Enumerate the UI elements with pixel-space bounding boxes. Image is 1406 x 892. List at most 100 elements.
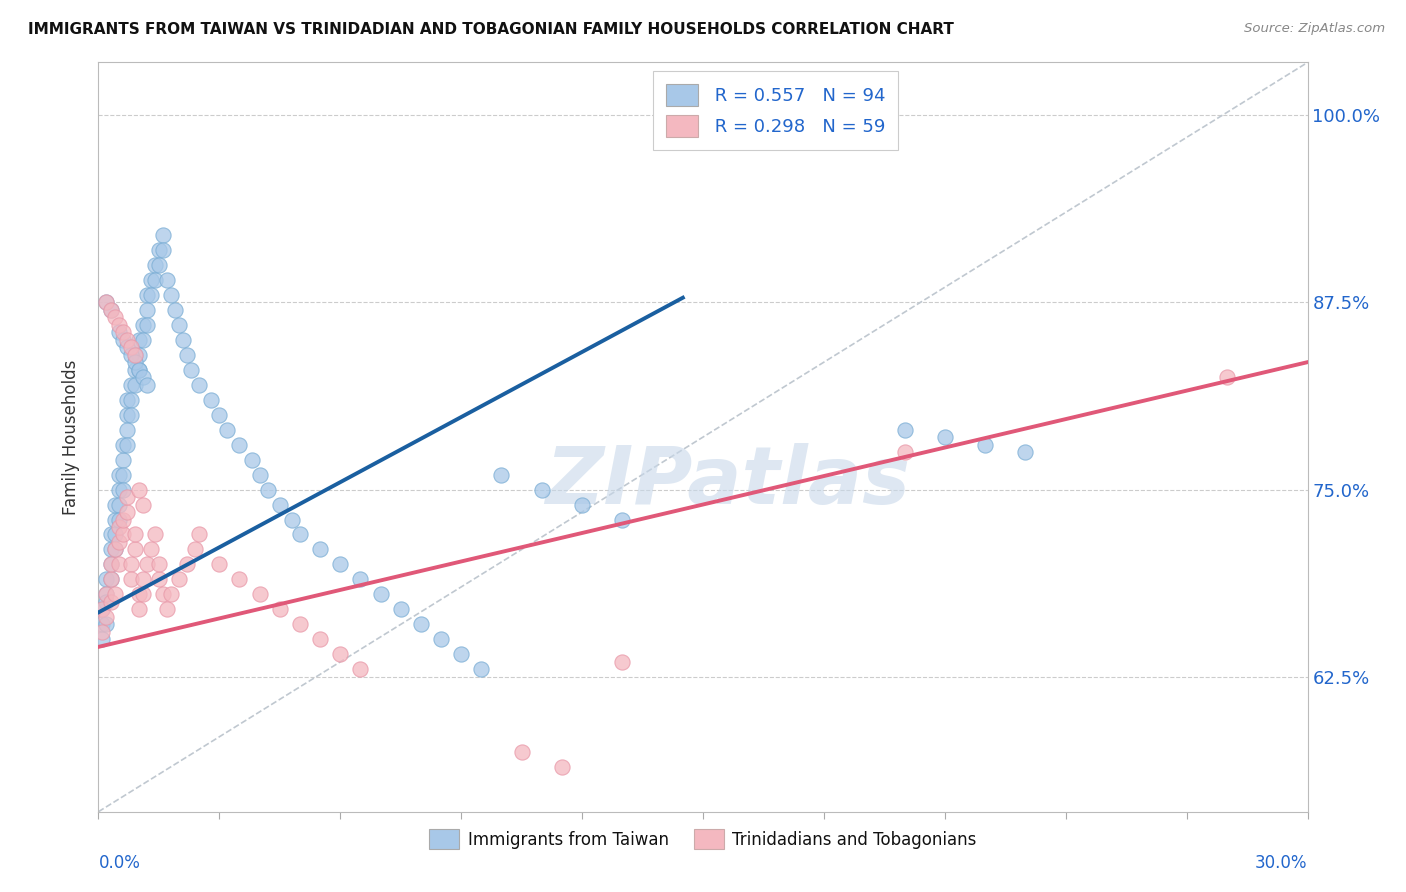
Point <box>91 617 114 632</box>
Point <box>100 558 122 572</box>
Point <box>111 483 134 497</box>
Point <box>893 423 915 437</box>
Point <box>139 287 162 301</box>
Point <box>100 542 122 557</box>
Point <box>107 498 129 512</box>
Point <box>349 662 371 676</box>
Point <box>152 587 174 601</box>
Point <box>470 662 492 676</box>
Point <box>143 273 166 287</box>
Point <box>132 573 155 587</box>
Point <box>135 377 157 392</box>
Point <box>96 610 118 624</box>
Point <box>91 602 114 616</box>
Point <box>107 535 129 549</box>
Point <box>184 542 207 557</box>
Legend: Immigrants from Taiwan, Trinidadians and Tobagonians: Immigrants from Taiwan, Trinidadians and… <box>423 822 983 855</box>
Point <box>135 558 157 572</box>
Point <box>120 377 142 392</box>
Point <box>115 408 138 422</box>
Point <box>249 587 271 601</box>
Point <box>120 392 142 407</box>
Point <box>309 542 332 557</box>
Point <box>128 362 150 376</box>
Point <box>100 573 122 587</box>
Point <box>120 340 142 354</box>
Point <box>551 760 574 774</box>
Point <box>152 243 174 257</box>
Point <box>1014 445 1036 459</box>
Point <box>135 318 157 332</box>
Point <box>176 558 198 572</box>
Point <box>111 527 134 541</box>
Point <box>349 573 371 587</box>
Point <box>124 542 146 557</box>
Point <box>115 490 138 504</box>
Point <box>111 452 134 467</box>
Point <box>450 648 472 662</box>
Point <box>530 483 553 497</box>
Point <box>103 310 125 325</box>
Point <box>103 498 125 512</box>
Point <box>148 573 170 587</box>
Point <box>124 377 146 392</box>
Point <box>148 258 170 272</box>
Point <box>288 617 311 632</box>
Point <box>103 542 125 557</box>
Point <box>132 498 155 512</box>
Point <box>128 587 150 601</box>
Point <box>91 624 114 639</box>
Point <box>91 602 114 616</box>
Point <box>160 287 183 301</box>
Point <box>107 483 129 497</box>
Point <box>96 573 118 587</box>
Point <box>96 587 118 601</box>
Point <box>100 558 122 572</box>
Point <box>107 467 129 482</box>
Point <box>111 325 134 339</box>
Point <box>143 527 166 541</box>
Point <box>100 302 122 317</box>
Point <box>934 430 956 444</box>
Point <box>115 340 138 354</box>
Point <box>111 467 134 482</box>
Point <box>228 573 250 587</box>
Point <box>389 602 412 616</box>
Point <box>249 467 271 482</box>
Point <box>156 273 179 287</box>
Point <box>96 617 118 632</box>
Point <box>124 355 146 369</box>
Point <box>124 348 146 362</box>
Point <box>188 377 211 392</box>
Point <box>96 587 118 601</box>
Point <box>132 333 155 347</box>
Point <box>612 655 634 669</box>
Point <box>107 512 129 526</box>
Point <box>163 302 186 317</box>
Point <box>156 602 179 616</box>
Point <box>309 632 332 647</box>
Point <box>160 587 183 601</box>
Point <box>256 483 278 497</box>
Point <box>96 595 118 609</box>
Point <box>111 437 134 451</box>
Point <box>329 558 352 572</box>
Point <box>612 512 634 526</box>
Point <box>167 318 190 332</box>
Point <box>269 602 291 616</box>
Point <box>128 333 150 347</box>
Point <box>135 302 157 317</box>
Point <box>120 558 142 572</box>
Point <box>132 587 155 601</box>
Text: 0.0%: 0.0% <box>98 854 141 871</box>
Point <box>120 408 142 422</box>
Point <box>409 617 432 632</box>
Point <box>491 467 513 482</box>
Text: IMMIGRANTS FROM TAIWAN VS TRINIDADIAN AND TOBAGONIAN FAMILY HOUSEHOLDS CORRELATI: IMMIGRANTS FROM TAIWAN VS TRINIDADIAN AN… <box>28 22 955 37</box>
Point <box>100 573 122 587</box>
Point <box>176 348 198 362</box>
Point <box>120 573 142 587</box>
Point <box>111 512 134 526</box>
Point <box>188 527 211 541</box>
Point <box>152 227 174 242</box>
